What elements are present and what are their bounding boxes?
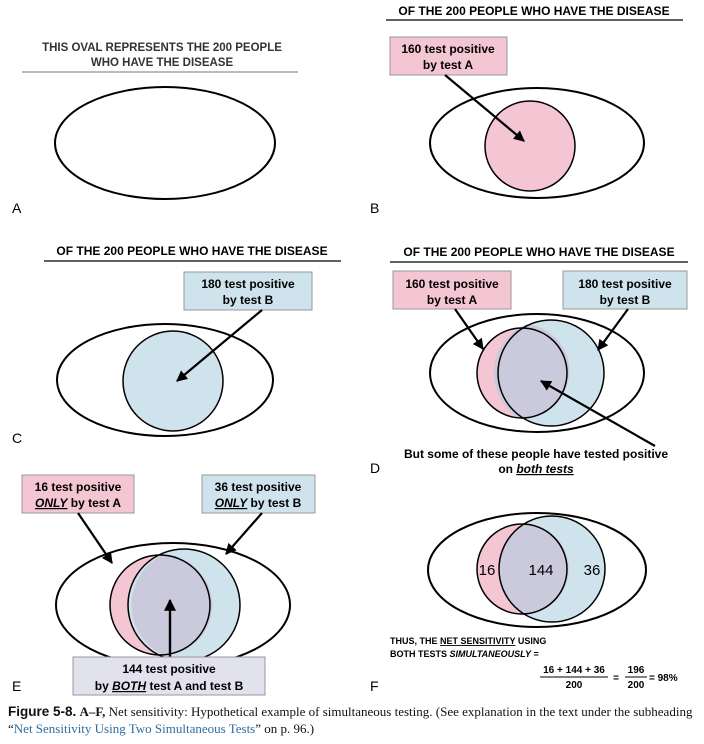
panel-d-letter: D xyxy=(370,460,380,476)
test-a-circle xyxy=(484,100,576,192)
overlap-region-d xyxy=(493,324,570,418)
test-a-outline-f xyxy=(476,523,568,615)
panel-f-letter: F xyxy=(370,678,379,694)
panel-c: OF THE 200 PEOPLE WHO HAVE THE DISEASE 1… xyxy=(12,244,341,446)
test-a-label-d-line2: by test A xyxy=(427,293,478,307)
only-a-label-line2: ONLY by test A xyxy=(35,496,121,510)
only-b-label-box xyxy=(201,474,316,514)
panel-d-note-emph: both tests xyxy=(516,462,574,476)
both-label-box xyxy=(72,656,266,696)
only-b-rest: by test B xyxy=(247,496,301,510)
caption-quote-open: “ xyxy=(8,721,14,736)
test-b-label-line1: 180 test positive xyxy=(201,277,295,291)
population-oval-f xyxy=(427,512,647,628)
both-prefix: by xyxy=(95,679,112,693)
net-sens-line2-suffix: = xyxy=(531,649,539,659)
formula-equals: = xyxy=(613,673,619,684)
arrow-d-both xyxy=(540,380,656,447)
test-b-circle xyxy=(122,330,224,432)
overlap-region-f xyxy=(498,524,569,614)
result-denominator: 200 xyxy=(628,680,645,691)
only-b-count: 36 xyxy=(584,562,601,579)
result-numerator: 196 xyxy=(628,665,645,676)
arrow-e-b xyxy=(225,512,263,555)
only-a-rest: by test A xyxy=(67,496,121,510)
arrow-d-a xyxy=(454,308,484,350)
test-a-label-box xyxy=(389,36,508,76)
panel-d: OF THE 200 PEOPLE WHO HAVE THE DISEASE 1… xyxy=(370,245,688,476)
test-b-label-line2: by test B xyxy=(223,293,274,307)
arrow-d-b xyxy=(597,308,629,351)
test-a-label-line2: by test A xyxy=(423,58,474,72)
net-sens-suffix: USING xyxy=(515,636,546,646)
population-oval-c xyxy=(56,323,274,437)
both-emph: BOTH xyxy=(112,679,146,693)
test-a-label-d-line1: 160 test positive xyxy=(405,277,499,291)
result-percentage: = 98% xyxy=(649,673,678,684)
net-sensitivity-line2: BOTH TESTS SIMULTANEOUSLY = xyxy=(390,649,539,659)
arrow-c xyxy=(176,309,263,382)
only-b-label-line2: ONLY by test B xyxy=(215,496,302,510)
panel-a-title-line2: WHO HAVE THE DISEASE xyxy=(91,57,234,69)
net-sens-prefix: THUS, THE xyxy=(390,636,440,646)
panel-c-letter: C xyxy=(12,430,22,446)
population-oval-a xyxy=(54,86,276,200)
caption-range: A–F, xyxy=(79,704,106,719)
only-b-label-line1: 36 test positive xyxy=(215,480,302,494)
panel-a-letter: A xyxy=(12,200,22,216)
net-sensitivity-line1: THUS, THE NET SENSITIVITY USING xyxy=(390,636,546,646)
arrow-e-a xyxy=(77,512,113,564)
population-oval-b xyxy=(429,87,645,199)
net-sens-line2-prefix: BOTH TESTS xyxy=(390,649,450,659)
arrow-b xyxy=(444,74,525,142)
caption-text2: ” on p. 96.) xyxy=(255,721,315,736)
panel-d-note-line1: But some of these people have tested pos… xyxy=(404,447,668,461)
only-a-emph: ONLY xyxy=(35,496,68,510)
only-a-label-box xyxy=(21,474,135,514)
panel-d-note-prefix: on xyxy=(498,462,516,476)
test-b-outline-f xyxy=(498,515,606,623)
panel-b-letter: B xyxy=(370,200,379,216)
both-rest: test A and test B xyxy=(146,679,243,693)
panel-a-title-line1: THIS OVAL REPRESENTS THE 200 PEOPLE xyxy=(42,42,282,54)
caption-text: Net sensitivity: Hypothetical example of… xyxy=(105,704,693,719)
both-count: 144 xyxy=(528,562,553,579)
both-label-line2: by BOTH test A and test B xyxy=(95,679,244,693)
test-b-label-box-d xyxy=(562,270,688,310)
formula-denominator: 200 xyxy=(566,680,583,691)
test-a-label-box-d xyxy=(392,270,512,310)
only-a-label-line1: 16 test positive xyxy=(35,480,122,494)
test-a-label-line1: 160 test positive xyxy=(401,42,495,56)
only-b-emph: ONLY xyxy=(215,496,248,510)
test-b-label-d-line1: 180 test positive xyxy=(578,277,672,291)
panel-d-title: OF THE 200 PEOPLE WHO HAVE THE DISEASE xyxy=(403,245,674,259)
panel-f: 16 144 36 THUS, THE NET SENSITIVITY USIN… xyxy=(370,512,678,694)
panel-c-title: OF THE 200 PEOPLE WHO HAVE THE DISEASE xyxy=(56,244,327,258)
net-sens-emph: NET SENSITIVITY xyxy=(440,636,516,646)
only-a-count: 16 xyxy=(479,562,496,579)
test-b-outline-d xyxy=(497,319,605,427)
test-b-label-d-line2: by test B xyxy=(600,293,651,307)
figure-caption: Figure 5-8. A–F, Net sensitivity: Hypoth… xyxy=(8,703,698,737)
formula-numerator: 16 + 144 + 36 xyxy=(543,665,605,676)
panel-e-letter: E xyxy=(12,678,21,694)
panel-a: THIS OVAL REPRESENTS THE 200 PEOPLE WHO … xyxy=(12,42,298,216)
test-b-label-box xyxy=(183,271,313,311)
caption-figure-label: Figure 5-8. xyxy=(8,704,77,719)
caption-link[interactable]: Net Sensitivity Using Two Simultaneous T… xyxy=(13,721,256,736)
population-oval-d xyxy=(429,313,645,433)
panel-b: OF THE 200 PEOPLE WHO HAVE THE DISEASE 1… xyxy=(370,4,683,216)
panel-d-note-line2: on both tests xyxy=(498,462,574,476)
both-label-line1: 144 test positive xyxy=(122,662,216,676)
panel-b-title: OF THE 200 PEOPLE WHO HAVE THE DISEASE xyxy=(398,4,669,18)
panel-e: 16 test positive ONLY by test A 36 test … xyxy=(12,474,316,696)
net-sens-line2-emph: SIMULTANEOUSLY xyxy=(450,649,532,659)
